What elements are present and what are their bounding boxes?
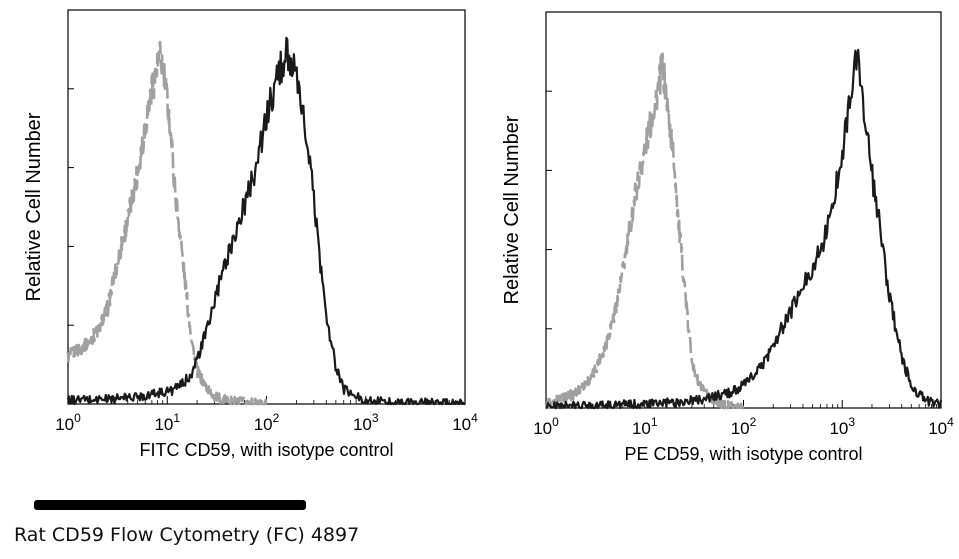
- isotype-control-line: [66, 40, 268, 406]
- flow-cytometry-figure: 100 101 102 103 104 FITC CD59, with isotype c…: [23, 9, 954, 464]
- isotype-control-line: [544, 51, 745, 410]
- redacted-text-bar: [34, 500, 306, 510]
- fitc-histogram-panel: 100 101 102 103 104 FITC CD59, with isotype c…: [23, 9, 478, 460]
- x-tick-label: 104: [928, 415, 954, 438]
- cd59-stain-line: [545, 48, 943, 410]
- pe-histogram-panel: 100 101 102 103 104 PE CD59, with isotype con…: [501, 11, 954, 464]
- x-tick-label: 103: [353, 411, 379, 434]
- y-axis-label: Relative Cell Number: [501, 115, 523, 304]
- x-tick-label: 102: [254, 411, 280, 434]
- x-tick-label: 101: [154, 411, 180, 434]
- x-tick-label: 101: [632, 415, 658, 438]
- x-axis-label: FITC CD59, with isotype control: [139, 440, 393, 460]
- cd59-stain-line: [66, 36, 466, 406]
- x-tick-label: 102: [731, 415, 757, 438]
- x-tick-label: 104: [452, 411, 478, 434]
- x-tick-label: 103: [829, 415, 855, 438]
- figure-caption: Rat CD59 Flow Cytometry (FC) 4897: [14, 524, 360, 546]
- y-axis-label: Relative Cell Number: [23, 112, 45, 301]
- x-tick-label: 100: [55, 411, 81, 434]
- plot-frame: [67, 9, 466, 405]
- x-tick-label: 100: [533, 415, 559, 438]
- x-axis-label: PE CD59, with isotype control: [624, 444, 862, 464]
